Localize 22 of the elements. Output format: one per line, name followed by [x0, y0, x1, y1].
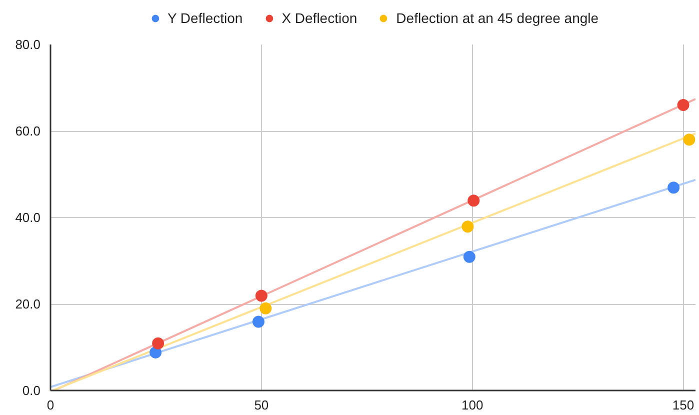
- point: [462, 220, 474, 233]
- legend-label: X Deflection: [282, 10, 358, 26]
- x-tick-label: 0: [46, 398, 54, 412]
- point: [260, 302, 272, 314]
- y-tick-label: 80.0: [15, 37, 41, 52]
- legend-label: Deflection at an 45 degree angle: [396, 10, 599, 26]
- point: [252, 316, 264, 328]
- x-tick-label: 100: [462, 398, 484, 412]
- y-tick-label: 60.0: [15, 124, 41, 138]
- point: [468, 194, 480, 207]
- x-tick-label: 50: [254, 398, 269, 412]
- y-tick-label: 20.0: [15, 296, 41, 312]
- point: [677, 99, 690, 112]
- y-tick-label: 40.0: [15, 210, 41, 225]
- legend-label: Y Deflection: [167, 10, 243, 26]
- point: [152, 337, 164, 350]
- y-tick-label: 0.0: [22, 383, 41, 398]
- point: [463, 250, 476, 263]
- x-tick-label: 150: [672, 398, 694, 412]
- point: [683, 134, 696, 146]
- point: [668, 182, 680, 194]
- point: [255, 290, 268, 302]
